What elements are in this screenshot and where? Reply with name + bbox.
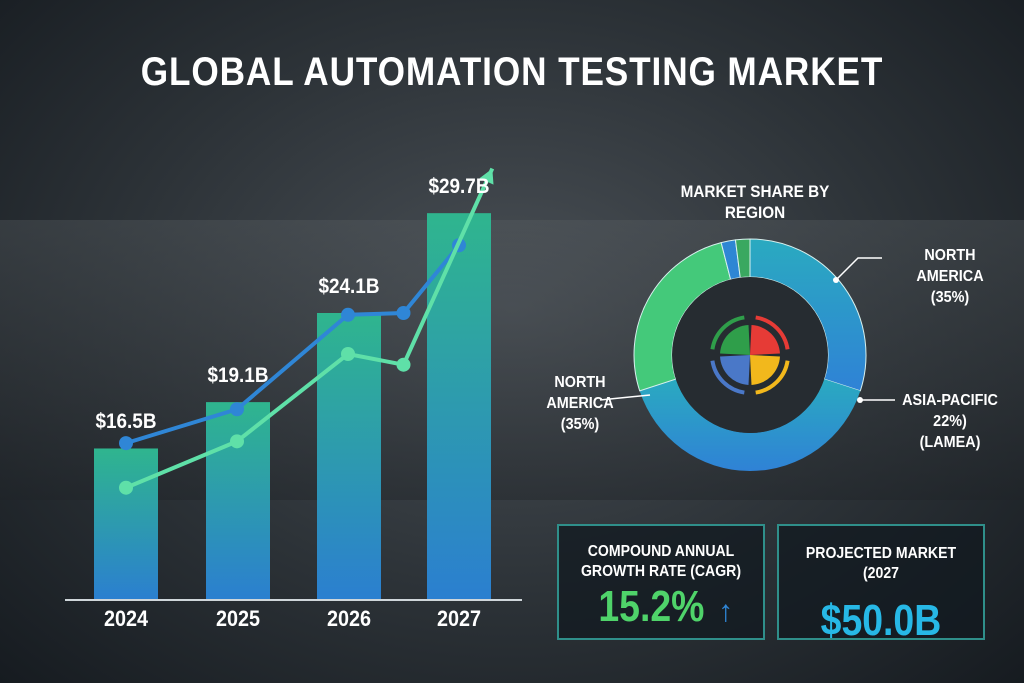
bar-data-label: $29.7B — [428, 175, 490, 199]
donut-label-north-america-left: NORTH AMERICA (35%) — [546, 374, 614, 433]
x-tick-label: 2025 — [215, 606, 261, 631]
logo-arc — [710, 315, 745, 350]
cagr-value: 15.2% — [598, 582, 705, 631]
bar-2024 — [94, 448, 158, 600]
bar-data-label: $19.1B — [207, 364, 269, 388]
donut-slice — [639, 379, 861, 472]
line-point — [119, 436, 133, 451]
leader-line — [599, 394, 651, 401]
projected-market-card: PROJECTED MARKET (2027 $50.0B — [777, 524, 985, 645]
line-point — [119, 480, 133, 495]
projected-market-label: PROJECTED MARKET (2027 — [805, 545, 957, 582]
cagr-label: COMPOUND ANNUAL GROWTH RATE (CAGR) — [580, 543, 742, 580]
line-point — [341, 307, 355, 322]
donut-title: MARKET SHARE BY REGION — [680, 182, 830, 222]
line-point — [341, 347, 355, 361]
page-title: GLOBAL AUTOMATION TESTING MARKET — [140, 50, 884, 94]
line-point — [396, 357, 411, 372]
line-point — [230, 402, 244, 417]
cagr-card: COMPOUND ANNUAL GROWTH RATE (CAGR) 15.2% … — [557, 524, 765, 640]
logo-quadrant — [750, 325, 780, 355]
line-point — [396, 306, 411, 320]
trend-arrow-head — [479, 168, 494, 185]
arrow-up-icon: ↑ — [718, 595, 734, 628]
bar-2027 — [427, 213, 491, 600]
logo-arc — [710, 360, 745, 395]
leader-line — [835, 257, 882, 281]
logo-quadrant — [720, 355, 750, 385]
leader-dot — [833, 277, 839, 283]
x-tick-label: 2026 — [326, 606, 372, 631]
bar-data-label: $24.1B — [318, 275, 380, 298]
logo-arc — [755, 360, 790, 395]
bar-2025 — [206, 402, 270, 600]
bar-data-label: $16.5B — [95, 410, 157, 434]
logo-quadrant — [750, 355, 780, 385]
logo-arc — [755, 315, 790, 350]
trend-line-1 — [125, 243, 461, 446]
logo-quadrant — [720, 325, 750, 355]
leader-dot — [857, 397, 863, 403]
line-point — [230, 434, 244, 449]
donut-label-asia-pacific: ASIA-PACIFIC 22%) (LAMEA) — [902, 392, 998, 451]
projected-market-value: $50.0B — [820, 596, 942, 645]
x-tick-label: 2027 — [436, 606, 482, 631]
donut-label-north-america-right: NORTH AMERICA (35%) — [916, 247, 984, 306]
x-tick-label: 2024 — [103, 606, 149, 631]
